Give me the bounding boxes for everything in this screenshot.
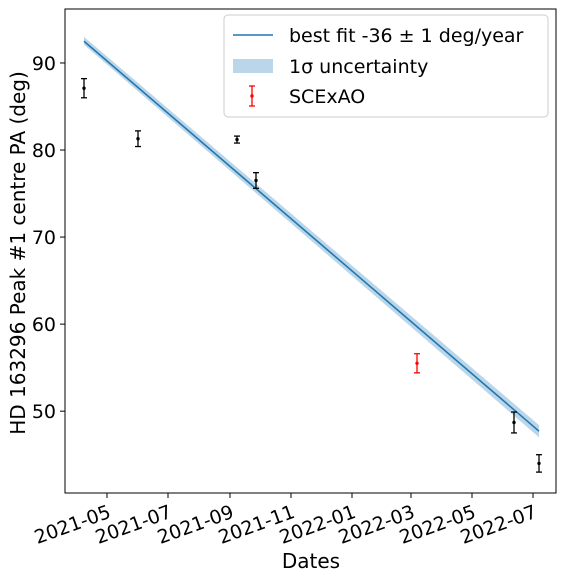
marker	[235, 137, 239, 142]
legend-label: 1σ uncertainty	[289, 56, 428, 78]
legend-label: best fit -36 ± 1 deg/year	[289, 25, 524, 47]
marker	[136, 137, 140, 141]
data-point	[135, 130, 141, 148]
legend: best fit -36 ± 1 deg/year 1σ uncertainty S…	[223, 14, 549, 118]
data-point	[253, 172, 259, 189]
marker	[512, 420, 516, 425]
data-point	[234, 135, 240, 144]
data-point	[511, 411, 517, 434]
marker	[537, 461, 541, 466]
y-tick-label: 50	[32, 401, 56, 423]
y-tick-label: 80	[32, 140, 56, 162]
legend-band-swatch	[233, 59, 273, 73]
plot-layer	[81, 36, 542, 473]
legend-entry: best fit -36 ± 1 deg/year	[233, 25, 524, 47]
legend-box	[223, 14, 549, 118]
legend-marker	[250, 94, 254, 98]
y-tick-label: 60	[32, 314, 56, 336]
best-fit-line	[83, 40, 540, 432]
data-point	[536, 454, 542, 473]
data-point	[81, 77, 87, 99]
legend-entry: 1σ uncertainty	[233, 56, 428, 78]
scexao-point	[414, 353, 420, 374]
x-axis-label: Dates	[282, 549, 340, 573]
marker	[415, 361, 419, 365]
plot-frame	[64, 8, 557, 494]
y-axis-label: HD 163296 Peak #1 centre PA (deg)	[6, 71, 30, 435]
legend-label: SCExAO	[289, 86, 365, 108]
y-tick-label: 70	[32, 227, 56, 249]
legend-entry: SCExAO	[249, 85, 365, 108]
marker	[254, 178, 258, 183]
y-tick-label: 90	[32, 53, 56, 75]
marker	[82, 86, 86, 90]
